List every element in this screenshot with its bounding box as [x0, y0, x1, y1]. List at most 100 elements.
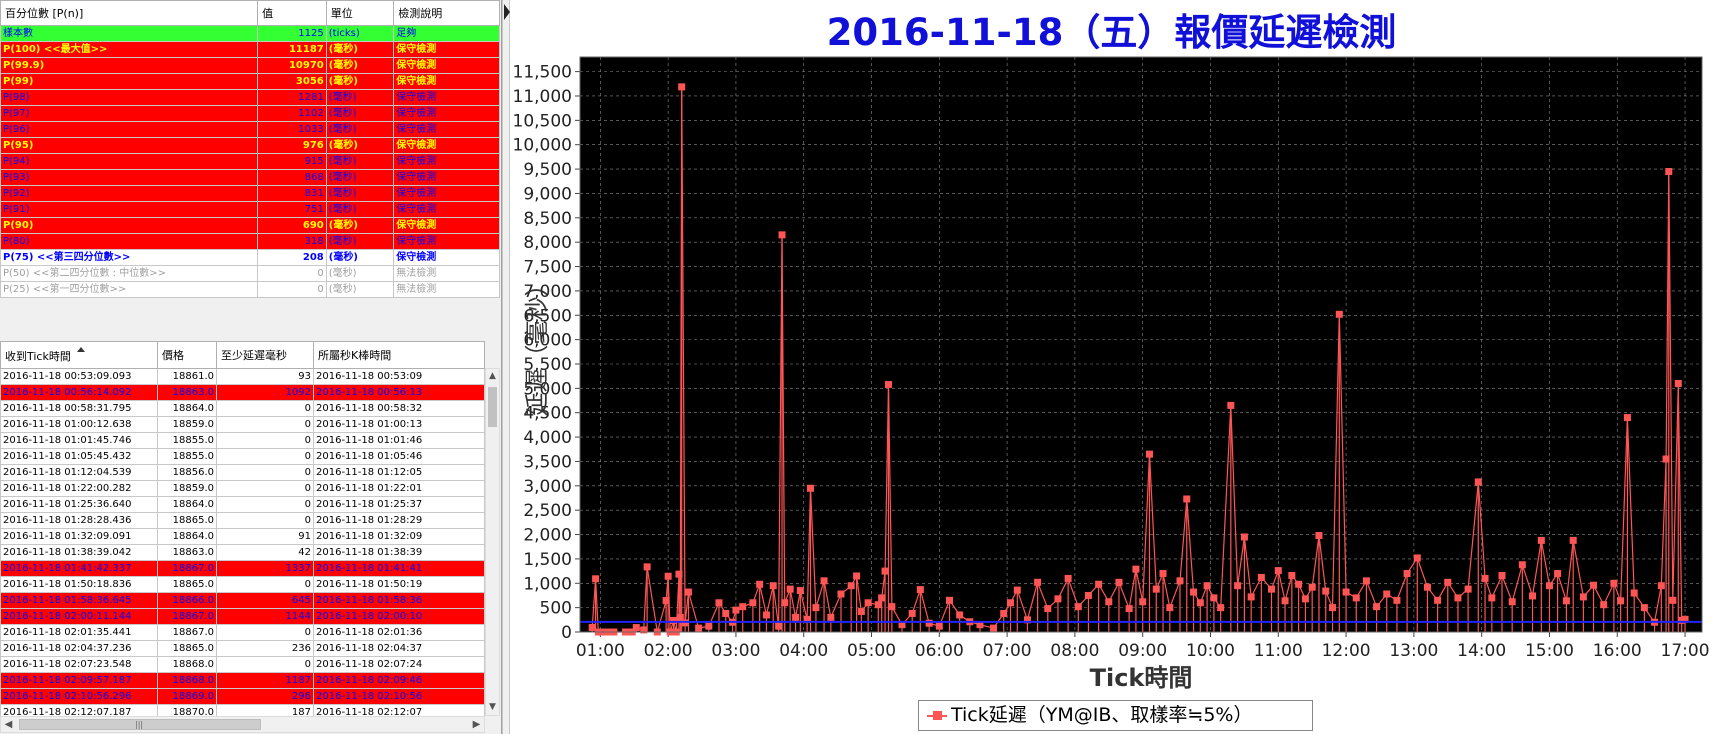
percentile-value: 915	[257, 153, 327, 170]
y-tick-label: 5,500	[523, 355, 572, 375]
collapse-arrow-icon[interactable]	[504, 4, 510, 20]
tick-row[interactable]: 2016-11-18 01:01:45.746 18855.0 0 2016-11-1…	[0, 432, 485, 449]
percentile-unit: (毫秒)	[325, 89, 395, 106]
header-note[interactable]: 檢測說明	[393, 0, 500, 26]
data-point	[812, 604, 820, 612]
percentile-note: 無法檢測	[393, 265, 500, 282]
tick-row[interactable]: 2016-11-18 01:50:18.836 18865.0 0 2016-11-1…	[0, 576, 485, 593]
percentile-label: P(100) <<最大值>>	[0, 41, 259, 58]
percentile-row[interactable]: P(98) 1281 (毫秒) 保守檢測	[0, 89, 500, 106]
percentile-row[interactable]: P(94) 915 (毫秒) 保守檢測	[0, 153, 500, 170]
percentile-row[interactable]: P(99) 3056 (毫秒) 保守檢測	[0, 73, 500, 90]
data-point	[1342, 588, 1350, 596]
percentile-row[interactable]: P(95) 976 (毫秒) 保守檢測	[0, 137, 500, 154]
data-point	[1474, 478, 1482, 486]
tick-row[interactable]: 2016-11-18 02:10:56.296 18869.0 296 2016-11…	[0, 688, 485, 705]
data-point	[827, 613, 835, 621]
scroll-left-icon[interactable]: ◀	[4, 719, 13, 730]
tick-row[interactable]: 2016-11-18 01:12:04.539 18856.0 0 2016-11-1…	[0, 464, 485, 481]
data-point	[820, 577, 828, 585]
data-point	[662, 597, 670, 605]
tick-row[interactable]: 2016-11-18 01:41:42.337 18867.0 1337 2016-1…	[0, 560, 485, 577]
x-tick-label: 05:00	[847, 641, 896, 661]
data-point	[681, 619, 689, 627]
scroll-right-icon[interactable]: ▶	[472, 719, 481, 730]
data-point	[881, 567, 889, 575]
data-point	[705, 622, 713, 630]
data-point	[908, 609, 916, 617]
header-bar-time[interactable]: 所屬秒K棒時間	[313, 341, 485, 369]
scroll-down-icon[interactable]: ▼	[489, 702, 496, 712]
header-delay[interactable]: 至少延遲毫秒	[216, 341, 314, 369]
tick-price: 18864.0	[157, 400, 217, 417]
tick-bar-time: 2016-11-18 01:41:41	[313, 560, 485, 577]
scroll-up-icon[interactable]: ▲	[489, 371, 496, 381]
tick-row[interactable]: 2016-11-18 01:25:36.640 18864.0 0 2016-11-1…	[0, 496, 485, 513]
tick-row[interactable]: 2016-11-18 01:28:28.436 18865.0 0 2016-11-1…	[0, 512, 485, 529]
tick-row[interactable]: 2016-11-18 02:00:11.144 18867.0 1144 2016-1…	[0, 608, 485, 625]
data-point	[1373, 603, 1381, 611]
header-tick-time[interactable]: 收到Tick時間	[0, 341, 158, 369]
tick-row[interactable]: 2016-11-18 01:32:09.091 18864.0 91 2016-11-…	[0, 528, 485, 545]
tick-delay: 1337	[216, 560, 314, 577]
tick-row[interactable]: 2016-11-18 01:22:00.282 18859.0 0 2016-11-1…	[0, 480, 485, 497]
data-point	[1125, 605, 1133, 613]
tick-row[interactable]: 2016-11-18 02:09:57.187 18868.0 1187 2016-1…	[0, 672, 485, 689]
tick-price: 18867.0	[157, 560, 217, 577]
data-point	[1295, 580, 1303, 588]
tick-row[interactable]: 2016-11-18 01:58:36.645 18866.0 645 2016-11…	[0, 592, 485, 609]
percentile-row[interactable]: P(96) 1033 (毫秒) 保守檢測	[0, 121, 500, 138]
vertical-scroll-thumb[interactable]	[488, 387, 497, 427]
tick-row[interactable]: 2016-11-18 00:58:31.795 18864.0 0 2016-11-1…	[0, 400, 485, 417]
header-unit[interactable]: 單位	[325, 0, 395, 26]
percentile-row[interactable]: P(91) 751 (毫秒) 保守檢測	[0, 201, 500, 218]
data-point	[1159, 570, 1167, 578]
percentile-label: P(99.9)	[0, 57, 259, 74]
percentile-note: 足夠	[393, 25, 500, 42]
data-point	[837, 590, 845, 598]
data-point	[1084, 591, 1092, 599]
tick-delay: 0	[216, 576, 314, 593]
percentile-row[interactable]: P(93) 868 (毫秒) 保守檢測	[0, 169, 500, 186]
tick-row[interactable]: 2016-11-18 01:38:39.042 18863.0 42 2016-11-…	[0, 544, 485, 561]
tick-row[interactable]: 2016-11-18 02:04:37.236 18865.0 236 2016-11…	[0, 640, 485, 657]
percentile-row[interactable]: P(92) 831 (毫秒) 保守檢測	[0, 185, 500, 202]
tick-row[interactable]: 2016-11-18 00:53:09.093 18861.0 93 2016-11-…	[0, 368, 485, 385]
percentile-note: 保守檢測	[393, 105, 500, 122]
horizontal-scroll-thumb[interactable]: |||	[19, 719, 261, 730]
percentile-row[interactable]: P(50) <<第二四分位數 : 中位數>> 0 (毫秒) 無法檢測	[0, 265, 500, 282]
percentile-row[interactable]: 樣本數 1125 (ticks) 足夠	[0, 25, 500, 42]
percentile-row[interactable]: P(97) 1102 (毫秒) 保守檢測	[0, 105, 500, 122]
header-value[interactable]: 值	[257, 0, 327, 26]
data-point	[739, 603, 747, 611]
data-point	[1176, 577, 1184, 585]
data-point	[1074, 603, 1082, 611]
percentile-row[interactable]: P(75) <<第三四分位數>> 208 (毫秒) 保守檢測	[0, 249, 500, 266]
percentile-value: 0	[257, 265, 327, 282]
tick-row[interactable]: 2016-11-18 00:56:14.092 18863.0 1092 2016-1…	[0, 384, 485, 401]
percentile-row[interactable]: P(90) 690 (毫秒) 保守檢測	[0, 217, 500, 234]
tick-row[interactable]: 2016-11-18 02:01:35.441 18867.0 0 2016-11-1…	[0, 624, 485, 641]
percentile-row[interactable]: P(80) 318 (毫秒) 保守檢測	[0, 233, 500, 250]
panel-splitter[interactable]	[502, 0, 510, 734]
tick-row[interactable]: 2016-11-18 02:07:23.548 18868.0 0 2016-11-1…	[0, 656, 485, 673]
horizontal-scrollbar[interactable]: ◀ ||| ▶	[0, 716, 485, 733]
data-point	[1217, 604, 1225, 612]
percentile-label: P(91)	[0, 201, 259, 218]
header-percentile[interactable]: 百分位數 [P(n)]	[0, 0, 259, 26]
data-point	[1630, 589, 1638, 597]
y-tick-label: 1,000	[523, 574, 572, 594]
percentile-row[interactable]: P(100) <<最大值>> 11187 (毫秒) 保守檢測	[0, 41, 500, 58]
data-point	[898, 621, 906, 629]
tick-row[interactable]: 2016-11-18 01:05:45.432 18855.0 0 2016-11-1…	[0, 448, 485, 465]
data-point	[1240, 533, 1248, 541]
percentile-row[interactable]: P(99.9) 10970 (毫秒) 保守檢測	[0, 57, 500, 74]
data-point	[1315, 532, 1323, 540]
data-point	[1257, 573, 1265, 581]
header-price[interactable]: 價格	[157, 341, 217, 369]
tick-time: 2016-11-18 01:00:12.638	[0, 416, 158, 433]
data-point	[888, 603, 896, 611]
percentile-row[interactable]: P(25) <<第一四分位數>> 0 (毫秒) 無法檢測	[0, 281, 500, 298]
vertical-scrollbar[interactable]: ▲ ▼	[485, 368, 500, 716]
tick-row[interactable]: 2016-11-18 01:00:12.638 18859.0 0 2016-11-1…	[0, 416, 485, 433]
